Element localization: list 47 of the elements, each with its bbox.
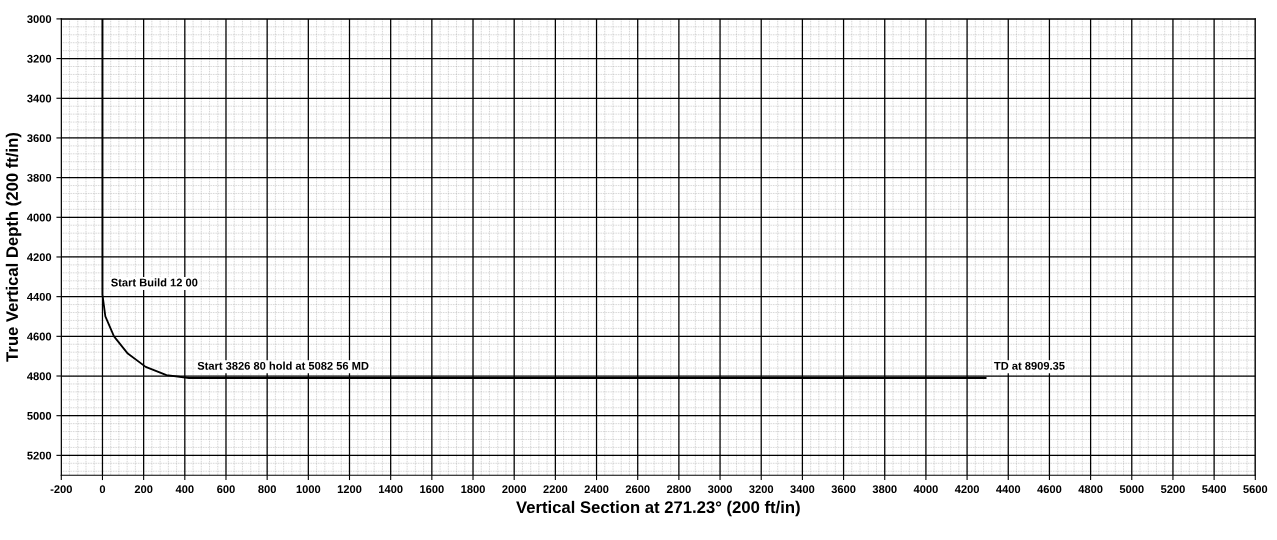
x-tick-label: 2600 [625,485,650,494]
x-tick-label: 600 [217,485,235,494]
x-tick-label: -200 [50,485,72,494]
x-tick-label: 3000 [707,485,732,494]
y-tick-label: 4400 [27,292,52,301]
x-tick-label: 1000 [296,485,321,494]
y-tick-label: 4800 [27,372,52,381]
x-tick-label: 3600 [831,485,856,494]
x-tick-label: 2800 [666,485,691,494]
x-tick-label: 5600 [1243,485,1268,494]
x-axis-title: Vertical Section at 271.23° (200 ft/in) [516,500,800,517]
x-tick-label: 3400 [790,485,815,494]
y-tick-label: 5200 [27,451,52,460]
x-tick-label: 1200 [337,485,362,494]
y-axis-title: True Vertical Depth (200 ft/in) [5,133,22,362]
x-tick-label: 5000 [1119,485,1144,494]
y-tick-label: 3600 [27,134,52,143]
y-tick-label: 4600 [27,332,52,341]
y-tick-label: 3000 [27,15,52,24]
annotation: Start 3826 80 hold at 5082 56 MD [197,361,369,370]
x-tick-label: 4400 [996,485,1021,494]
x-tick-label: 1600 [420,485,444,494]
y-tick-label: 3400 [27,94,52,103]
x-tick-label: 4600 [1037,485,1062,494]
x-tick-label: 1400 [379,485,403,494]
x-tick-label: 800 [258,485,276,494]
x-tick-label: 2400 [584,485,609,494]
y-tick-label: 3800 [27,173,52,182]
x-tick-label: 4800 [1078,485,1103,494]
y-tick-label: 5000 [27,411,52,420]
x-tick-label: 200 [134,485,153,494]
x-tick-label: 3800 [872,485,897,494]
x-tick-label: 2000 [502,485,527,494]
x-tick-label: 0 [99,485,106,494]
x-tick-label: 2200 [543,485,568,494]
annotation: Start Build 12 00 [111,278,198,287]
x-tick-label: 4000 [913,485,938,494]
y-tick-label: 3200 [27,54,52,63]
y-tick-label: 4000 [27,213,52,222]
x-tick-label: 3200 [749,485,774,494]
annotation: TD at 8909.35 [994,361,1065,370]
x-tick-label: 1800 [461,485,485,494]
y-tick-label: 4200 [27,253,52,262]
x-tick-label: 5200 [1160,485,1185,494]
x-tick-label: 4200 [954,485,979,494]
x-tick-label: 5400 [1202,485,1227,494]
x-tick-label: 400 [175,485,194,494]
